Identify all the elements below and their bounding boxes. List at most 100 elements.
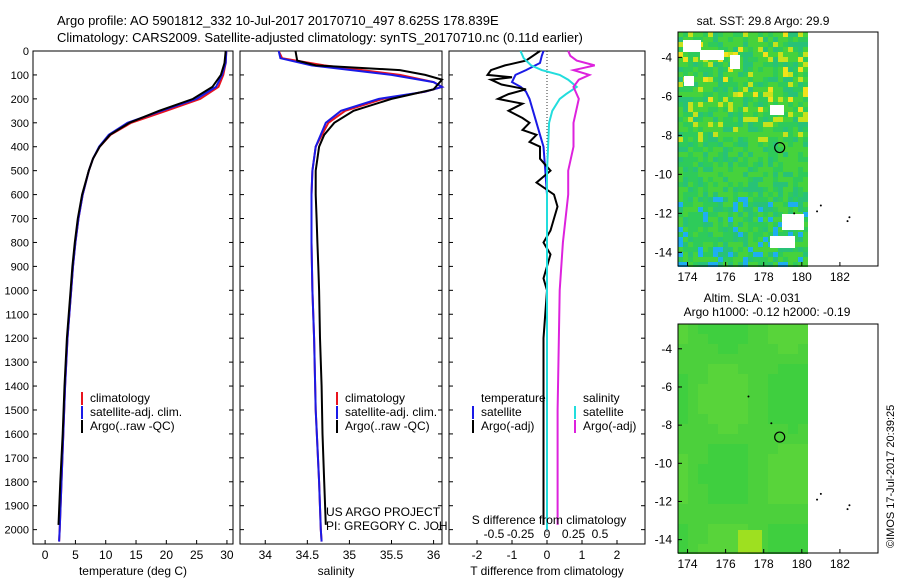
sst-cell	[728, 112, 733, 117]
x-tick-label: 2	[614, 548, 621, 562]
sst-cell	[768, 207, 773, 212]
sst-cell	[698, 77, 703, 82]
sla-cell	[758, 394, 768, 404]
sst-cell	[803, 137, 808, 142]
sst-cell	[798, 97, 803, 102]
sst-cell	[788, 102, 793, 107]
sst-cell	[708, 207, 713, 212]
sst-cell	[773, 217, 778, 222]
sst-cell	[758, 252, 763, 257]
x-tick-label: 20	[160, 548, 174, 562]
sst-cell	[703, 227, 708, 232]
sst-cell	[683, 222, 688, 227]
sst-cell	[773, 122, 778, 127]
sst-cell	[768, 142, 773, 147]
sst-cell	[803, 187, 808, 192]
sst-cell	[733, 112, 738, 117]
sst-cell	[708, 112, 713, 117]
sst-cell	[798, 92, 803, 97]
sla-cell	[728, 364, 738, 374]
sst-cell	[748, 242, 753, 247]
sst-cell	[763, 57, 768, 62]
sst-cell	[778, 42, 783, 47]
sla-cell	[758, 324, 768, 334]
sst-cell	[708, 232, 713, 237]
sst-cell	[728, 107, 733, 112]
sst-cell	[713, 217, 718, 222]
sst-cell	[788, 262, 793, 267]
sst-cell	[778, 247, 783, 252]
sst-cell	[723, 162, 728, 167]
sst-cell	[723, 47, 728, 52]
sla-cell	[698, 354, 708, 364]
sst-cell	[723, 97, 728, 102]
sst-cell	[763, 177, 768, 182]
sst-cell	[748, 37, 753, 42]
sla-cell	[758, 374, 768, 384]
sst-cell	[713, 82, 718, 87]
sst-cell	[733, 42, 738, 47]
sst-cell	[738, 152, 743, 157]
sst-cell	[763, 232, 768, 237]
sla-cell	[718, 484, 728, 494]
sst-cell	[678, 212, 683, 217]
x-tick-label: 34	[259, 548, 273, 562]
sst-cell	[803, 152, 808, 157]
sla-cell	[718, 404, 728, 414]
sst-cell	[708, 187, 713, 192]
sst-cell	[698, 132, 703, 137]
sla-cell	[718, 394, 728, 404]
sst-cell	[703, 122, 708, 127]
sla-cell	[708, 414, 718, 424]
sst-cell	[773, 152, 778, 157]
sst-cell	[778, 152, 783, 157]
island-dot	[747, 395, 750, 398]
sst-cell	[788, 247, 793, 252]
sst-cell	[768, 132, 773, 137]
sst-cell	[748, 137, 753, 142]
sla-cell	[778, 494, 788, 504]
sst-cell	[683, 252, 688, 257]
sst-cell	[803, 252, 808, 257]
sst-cell	[743, 217, 748, 222]
sst-cell	[708, 72, 713, 77]
sla-cell	[728, 474, 738, 484]
sst-cell	[753, 77, 758, 82]
sst-cell	[708, 137, 713, 142]
sst-cell	[803, 127, 808, 132]
sst-cell	[738, 37, 743, 42]
sst-cell	[708, 162, 713, 167]
sla-cell	[758, 454, 768, 464]
sst-cell	[708, 237, 713, 242]
sla-cell	[778, 534, 788, 544]
sst-cell	[718, 77, 723, 82]
sst-cell	[713, 152, 718, 157]
sst-cell	[788, 57, 793, 62]
sst-cell	[748, 132, 753, 137]
depth-tick-label: 1800	[5, 477, 29, 489]
sst-cell	[728, 177, 733, 182]
sst-cell	[773, 77, 778, 82]
sst-cell	[708, 97, 713, 102]
sst-cell	[698, 187, 703, 192]
lat-tick-label: -8	[661, 418, 672, 432]
sst-cell	[683, 197, 688, 202]
sst-cell	[703, 37, 708, 42]
sst-cell	[803, 207, 808, 212]
sst-cell	[783, 77, 788, 82]
sst-cell	[683, 62, 688, 67]
sst-cell	[728, 147, 733, 152]
sla-cell	[798, 414, 808, 424]
sst-cell	[773, 197, 778, 202]
sla-cell	[678, 494, 688, 504]
sst-cell	[738, 77, 743, 82]
sst-cell	[803, 262, 808, 267]
sst-cell	[718, 207, 723, 212]
sla-cell	[698, 544, 708, 554]
sst-cell	[678, 142, 683, 147]
sst-cell	[753, 157, 758, 162]
sst-cell	[733, 227, 738, 232]
sla-cell	[788, 394, 798, 404]
sst-cell	[723, 207, 728, 212]
sst-cell	[778, 182, 783, 187]
